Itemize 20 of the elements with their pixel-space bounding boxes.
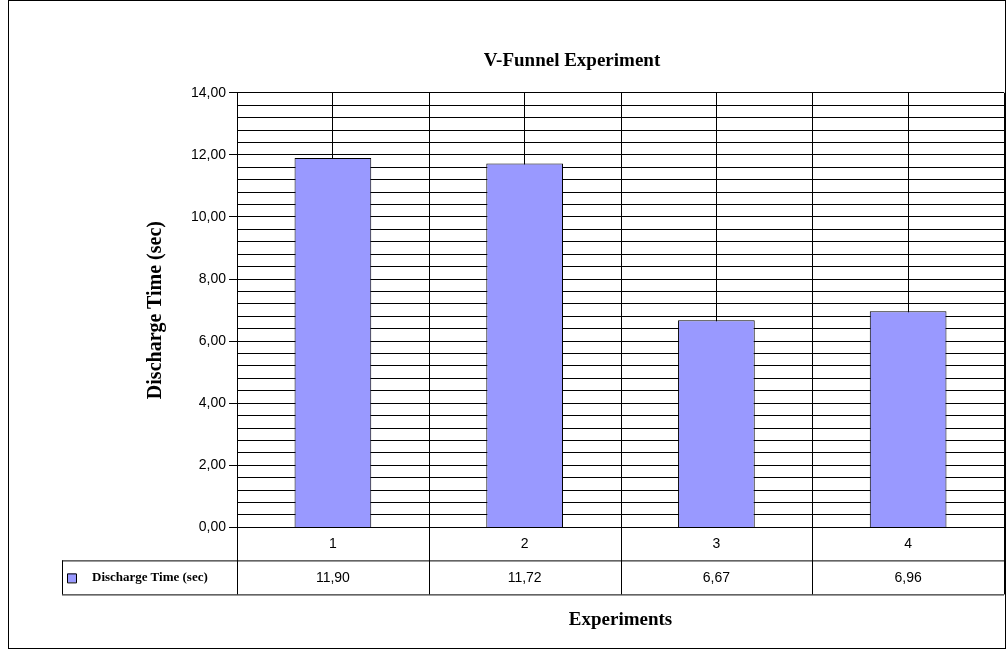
data-label: 6,67: [702, 568, 731, 585]
x-tick-label: 3: [712, 534, 721, 551]
x-tick-label: 4: [904, 534, 913, 551]
x-tick-label: 1: [329, 534, 338, 551]
y-tick-label: 12,00: [190, 145, 227, 162]
y-tick-label: 0,00: [198, 518, 227, 535]
y-tick-label: 6,00: [198, 332, 227, 348]
data-label: 11,90: [315, 568, 351, 585]
y-axis-title: Discharge Time (sec): [143, 221, 167, 400]
data-label: 6,96: [894, 568, 922, 585]
y-tick-label: 4,00: [198, 394, 227, 411]
x-tick-label: 2: [520, 534, 529, 551]
y-tick-label: 8,00: [198, 269, 227, 286]
y-tick-label: 10,00: [190, 207, 227, 224]
chart-title: V-Funnel Experiment: [483, 49, 661, 71]
legend-label: Discharge Time (sec): [92, 569, 208, 585]
x-axis-title: Experiments: [568, 607, 673, 629]
data-label: 11,72: [507, 568, 542, 585]
y-tick-label: 14,00: [190, 83, 227, 100]
y-tick-label: 2,00: [198, 456, 227, 473]
